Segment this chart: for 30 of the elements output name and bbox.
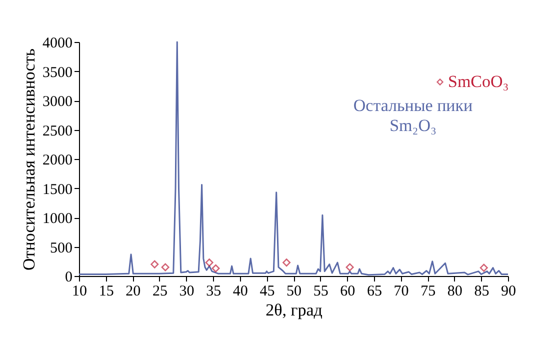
x-tick-label: 80 (447, 284, 462, 300)
x-axis-title: 2θ, град (266, 300, 323, 320)
y-tick-label: 2500 (42, 123, 72, 140)
y-tick-label: 2000 (42, 152, 72, 168)
legend-label: SmCoO₃ (448, 72, 509, 91)
y-axis-title: Относительная интенсивность (20, 48, 38, 270)
x-tick-label: 15 (98, 284, 114, 300)
x-tick-label: 90 (501, 284, 516, 300)
x-tick-label: 60 (340, 284, 356, 300)
x-tick-label: 30 (179, 284, 194, 300)
text: Остальные пики Sm₂O₃ (353, 96, 473, 135)
y-tick-label: 3000 (42, 94, 72, 110)
x-tick-label: 85 (474, 284, 490, 300)
x-tick-label: 75 (420, 284, 436, 300)
x-tick-label: 10 (72, 284, 87, 300)
x-tick-label: 65 (366, 284, 382, 300)
x-tick-label: 45 (260, 284, 275, 300)
x-tick-label: 35 (206, 284, 222, 300)
y-tick-label: 4000 (42, 36, 72, 52)
x-tick-label: 20 (126, 284, 141, 300)
y-tick-label: 1500 (42, 182, 72, 198)
y-tick-label: 0 (65, 270, 72, 286)
x-tick-label: 25 (152, 284, 168, 300)
x-tick-label: 70 (394, 284, 409, 300)
x-tick-label: 55 (313, 284, 328, 300)
y-tick-label: 500 (50, 240, 72, 256)
y-tick-label: 3500 (42, 64, 72, 81)
x-tick-label: 40 (232, 284, 248, 300)
x-tick-label: 50 (286, 284, 302, 300)
y-tick-label: 1000 (42, 211, 72, 227)
